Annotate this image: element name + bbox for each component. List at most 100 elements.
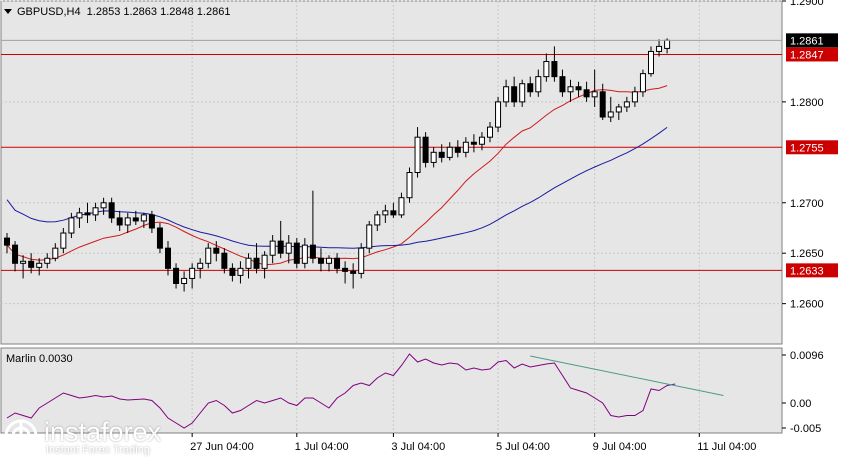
candle-body [84, 212, 91, 216]
candle-body [575, 86, 582, 91]
candle-body [52, 247, 59, 259]
candle-body [108, 202, 115, 219]
divergence-line [530, 355, 724, 396]
candle-body [28, 260, 35, 268]
candle-body [462, 141, 469, 153]
oscillator: 0.0096 0.00 -0.005 [6, 350, 824, 435]
candle-body [398, 197, 405, 216]
candle-body [60, 232, 67, 249]
level-price-tag [786, 263, 838, 278]
oscillator-line [6, 353, 676, 429]
candle-body [374, 214, 381, 226]
candle-body [116, 217, 123, 226]
candle-body [140, 214, 147, 222]
oscillator-tick-label: 0.00 [790, 398, 811, 410]
candle-body [551, 61, 558, 78]
candlesticks [4, 38, 671, 292]
price-tick-label: 1.2900 [790, 0, 824, 8]
chart-menu-triangle-icon[interactable] [4, 9, 12, 14]
candle-body [615, 106, 622, 113]
candle-body [559, 76, 566, 93]
current-price-label: 1.2861 [790, 35, 824, 47]
time-tick-label: 3 Jul 04:00 [391, 441, 445, 453]
candle-body [148, 214, 155, 229]
candle-body [285, 242, 292, 254]
candle-body [478, 136, 485, 145]
candle-body [470, 141, 477, 145]
candle-body [165, 247, 171, 269]
candle-body [4, 237, 10, 246]
candle-body [422, 136, 429, 163]
candle-body [591, 91, 598, 98]
candle-body [382, 210, 389, 216]
candle-body [350, 270, 357, 274]
candle-body [261, 254, 268, 269]
price-tick-label: 1.2800 [790, 97, 824, 109]
watermark-brand: instaforex [44, 417, 162, 447]
candle-body [535, 76, 542, 93]
candle-body [390, 210, 397, 216]
candle-body [92, 207, 99, 216]
candle-body [334, 257, 341, 269]
candle-body [583, 89, 590, 98]
candle-body [358, 247, 365, 274]
candle-body [100, 202, 107, 209]
time-tick-label: 5 Jul 04:00 [496, 441, 550, 453]
time-tick-label: 9 Jul 04:00 [593, 441, 647, 453]
candle-body [68, 217, 75, 234]
time-axis: 27 Jun 04:00 1 Jul 04:00 3 Jul 04:00 5 Jul … [190, 433, 756, 453]
candle-body [430, 151, 437, 163]
candle-body [76, 212, 83, 219]
instaforex-logo-icon [4, 419, 38, 453]
candle-body [44, 257, 51, 264]
candle-body [599, 91, 606, 118]
time-tick-label: 27 Jun 04:00 [190, 441, 254, 453]
candle-body [487, 126, 493, 138]
candle-body [12, 244, 19, 264]
candle-body [414, 136, 421, 173]
level-price-tag [786, 140, 838, 155]
oscillator-tick-label: -0.005 [790, 423, 821, 435]
candle-body [156, 227, 163, 249]
level-price-tag [786, 47, 838, 62]
price-tick-label: 1.2700 [790, 198, 824, 210]
candle-body [213, 247, 220, 254]
candle-body [205, 247, 212, 264]
oscillator-tick-label: 0.0096 [790, 350, 824, 362]
candle-body [317, 257, 324, 264]
candle-body [342, 267, 349, 272]
candle-body [648, 50, 654, 75]
candle-body [438, 151, 445, 158]
candle-body [189, 267, 196, 279]
symbol-header: GBPUSD,H4 1.2853 1.2863 1.2848 1.2861 [17, 6, 230, 18]
candle-body [527, 83, 534, 93]
candle-body [309, 244, 316, 259]
indicator-label: Marlin 0.0030 [6, 353, 73, 365]
candle-body [132, 217, 139, 222]
candle-body [567, 86, 574, 93]
candle-body [519, 83, 526, 103]
candle-body [664, 39, 671, 49]
candle-body [301, 244, 308, 264]
candle-body [36, 262, 43, 268]
main-plot-area [0, 0, 783, 345]
candle-body [245, 257, 252, 269]
candle-body [656, 45, 663, 52]
candle-body [221, 252, 228, 269]
candle-body [293, 242, 300, 264]
candle-body [366, 224, 373, 249]
candle-body [623, 101, 630, 108]
candle-body [639, 73, 646, 93]
level-price-label: 1.2847 [790, 49, 824, 61]
candle-body [277, 240, 284, 254]
time-tick-label: 1 Jul 04:00 [295, 441, 349, 453]
candle-body [253, 257, 260, 269]
indicator-plot-area [0, 347, 783, 434]
candle-body [124, 217, 131, 226]
watermark: instaforex Instant Forex Trading [0, 413, 180, 459]
watermark-tagline: Instant Forex Trading [46, 444, 150, 456]
candle-body [237, 267, 244, 276]
candle-body [607, 111, 614, 118]
candle-body [229, 267, 236, 276]
